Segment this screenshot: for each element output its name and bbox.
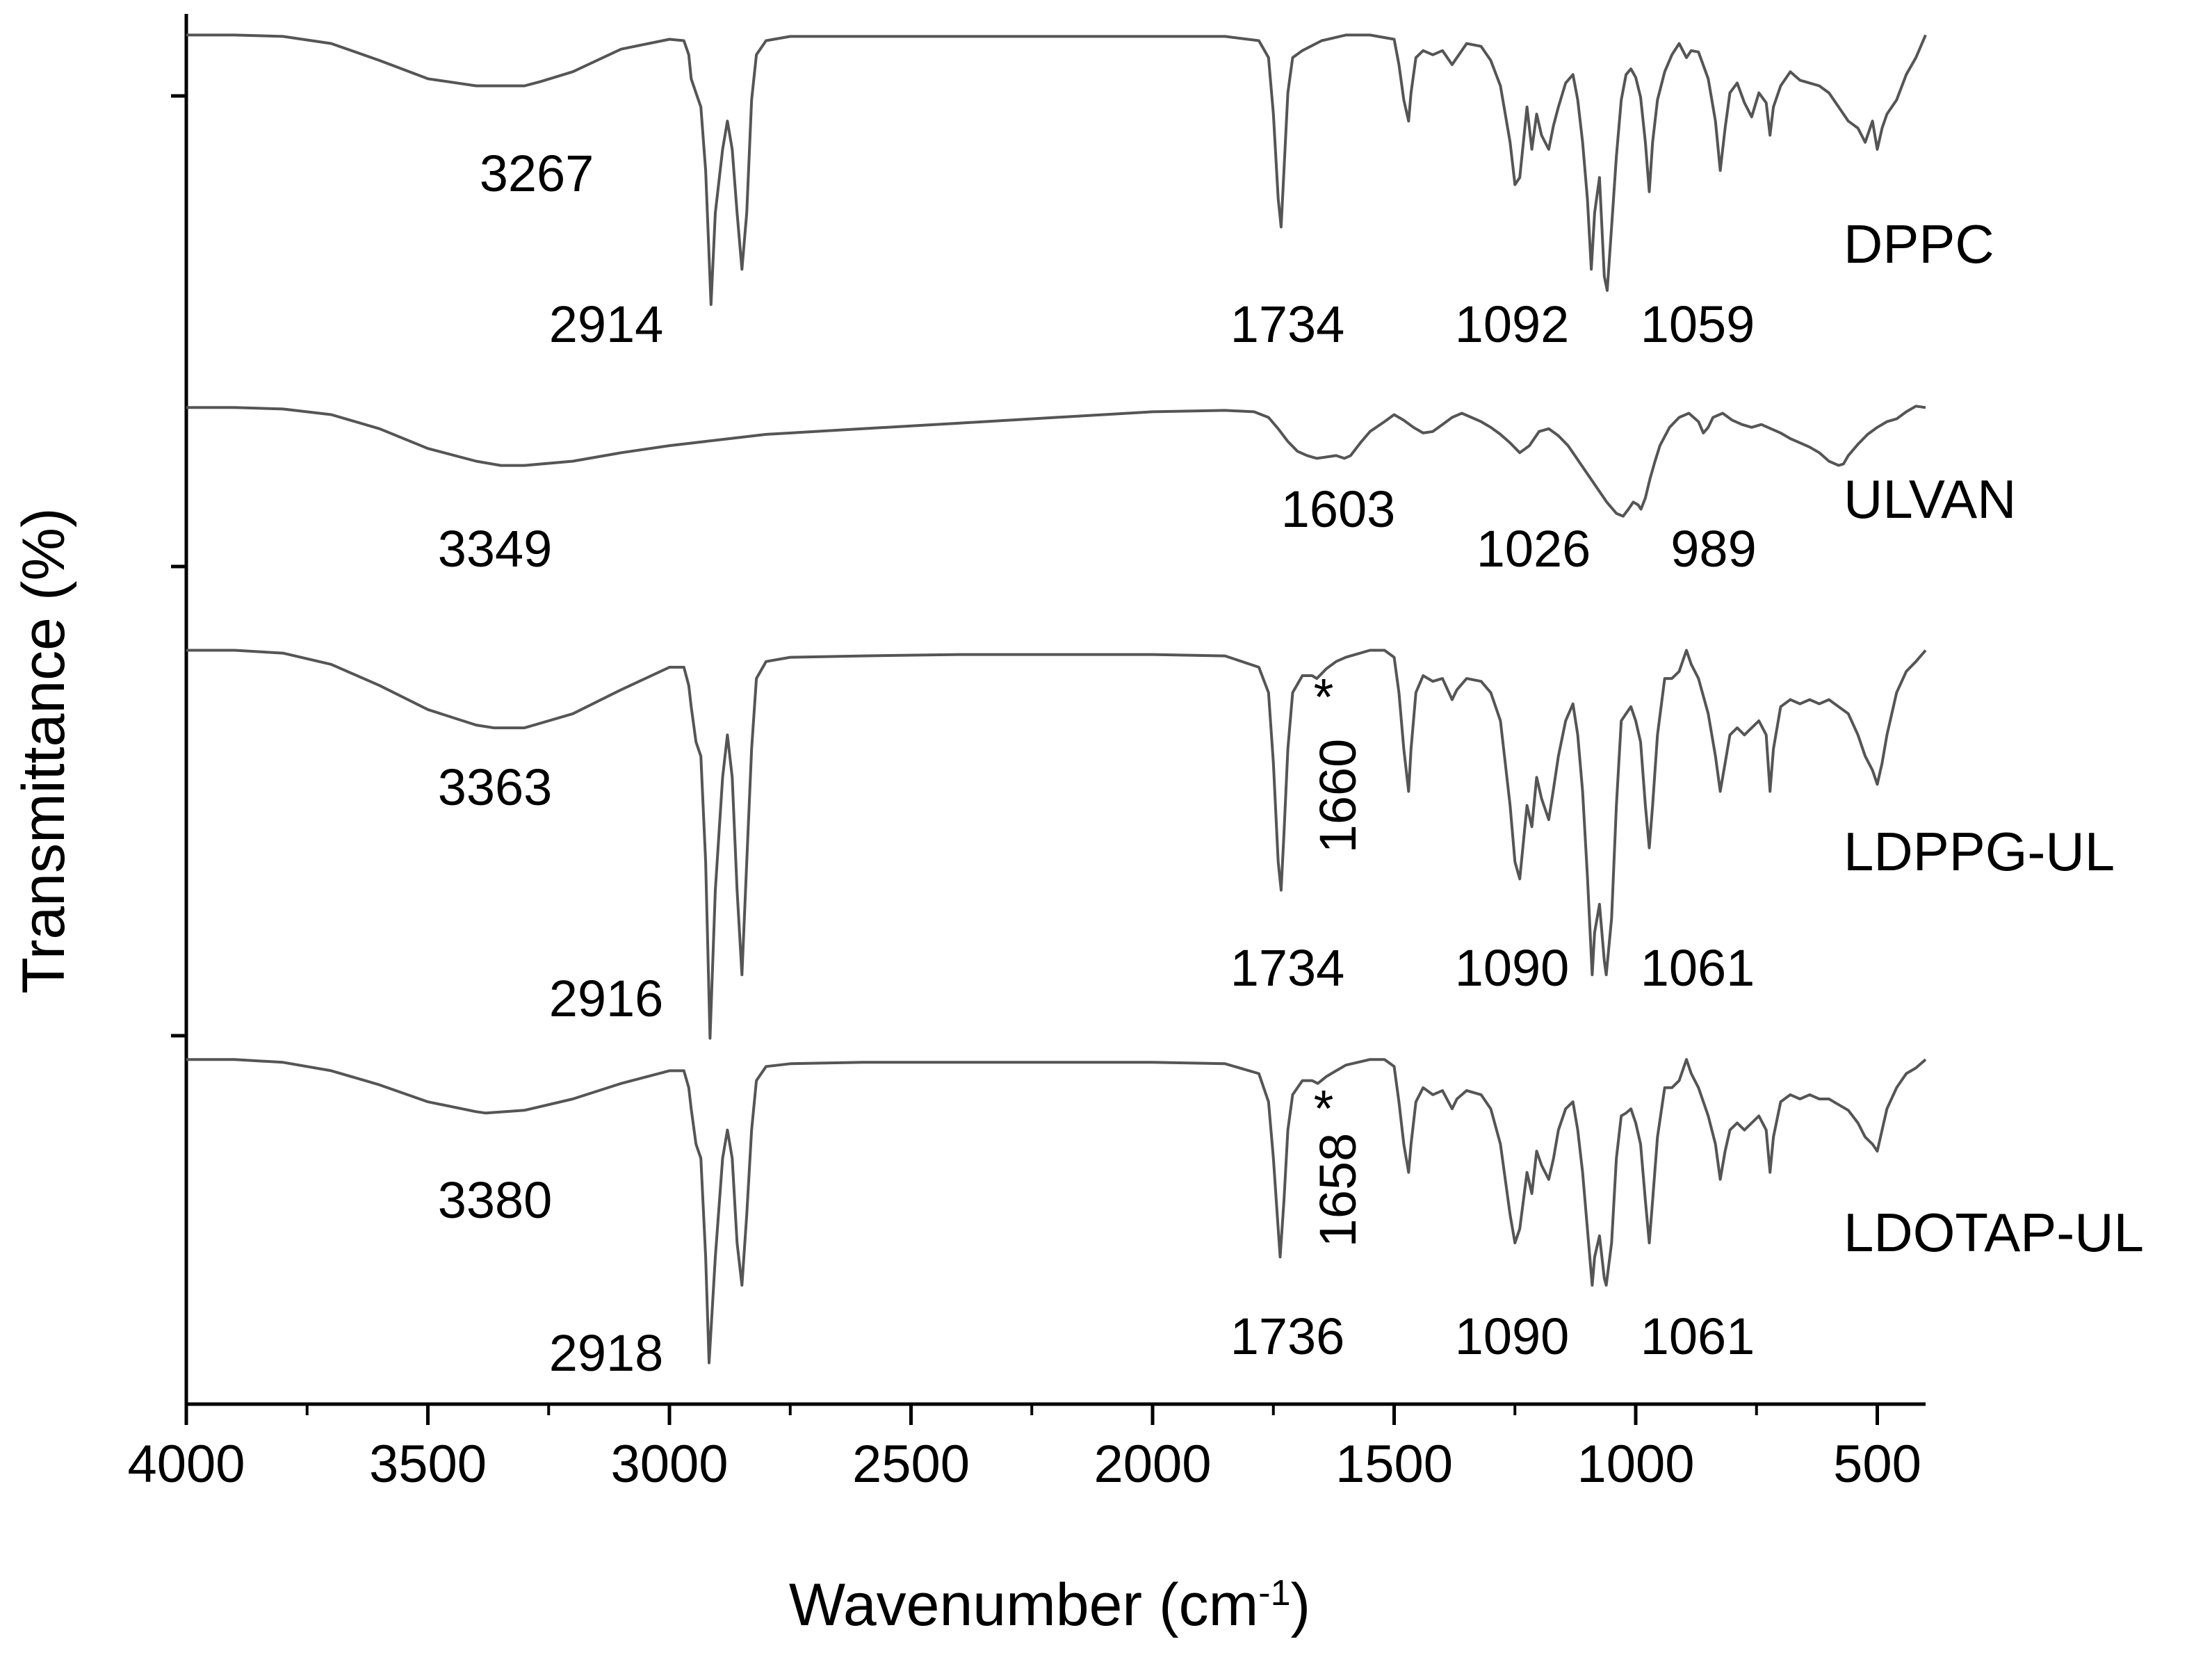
peak-label-dppc-2914: 2914 (549, 295, 664, 353)
asterisk-marker-ldppg-ul: * (1314, 668, 1334, 726)
series-name-ldotap-ul: LDOTAP-UL (1844, 1202, 2144, 1263)
x-tick-label-3500: 3500 (369, 1435, 487, 1494)
x-axis-title-close-paren: ) (1291, 1572, 1311, 1638)
peak-label-dppc-1092: 1092 (1455, 295, 1570, 353)
x-tick-label-500: 500 (1833, 1435, 1921, 1494)
peak-label-ldotap-ul-1736: 1736 (1230, 1307, 1345, 1365)
peak-label-ldotap-ul-2918: 2918 (549, 1324, 664, 1382)
peak-label-ldppg-ul-1734: 1734 (1230, 939, 1345, 997)
peak-label-ldppg-ul-1061: 1061 (1641, 939, 1755, 997)
series-line-ulvan (186, 406, 1926, 516)
peak-label-ulvan-3349: 3349 (438, 520, 553, 578)
peak-label-ulvan-989: 989 (1670, 520, 1756, 578)
peak-label-ldppg-ul-3363: 3363 (438, 758, 553, 816)
series-line-dppc (186, 35, 1926, 304)
x-tick-label-4000: 4000 (127, 1435, 245, 1494)
x-axis-title: Wavenumber (cm-1) (789, 1572, 1310, 1638)
peak-label-ldotap-ul-3380: 3380 (438, 1171, 553, 1229)
peak-label-dppc-1734: 1734 (1230, 295, 1345, 353)
x-tick-label-3000: 3000 (610, 1435, 728, 1494)
x-axis-title-open-paren: ( (1142, 1572, 1179, 1638)
peak-label-ldppg-ul-1090: 1090 (1455, 939, 1570, 997)
series-name-ldppg-ul: LDPPG-UL (1844, 821, 2115, 882)
series-name-dppc: DPPC (1844, 213, 1994, 275)
series-name-ulvan: ULVAN (1844, 469, 2017, 530)
peak-label-dppc-1059: 1059 (1641, 295, 1755, 353)
x-axis-title-unit-exp: -1 (1258, 1573, 1290, 1613)
peak-label-ldotap-ul-1658: 1658 (1309, 1133, 1367, 1248)
x-tick-label-1000: 1000 (1577, 1435, 1694, 1494)
peak-label-ulvan-1603: 1603 (1281, 480, 1396, 538)
x-axis-title-main: Wavenumber (789, 1572, 1142, 1638)
peak-label-ldotap-ul-1061: 1061 (1641, 1307, 1755, 1365)
peak-label-ldppg-ul-2916: 2916 (549, 970, 664, 1027)
x-tick-label-2000: 2000 (1093, 1435, 1211, 1494)
peak-label-dppc-3267: 3267 (480, 145, 594, 202)
x-tick-label-1500: 1500 (1335, 1435, 1453, 1494)
y-axis-title: Transmittance (%) (10, 507, 77, 993)
x-tick-label-2500: 2500 (852, 1435, 970, 1494)
asterisk-marker-ldotap-ul: * (1314, 1080, 1334, 1137)
labels-group: DPPC ULVAN LDPPG-UL LDOTAP-UL 3267 2914 1734 10… (438, 145, 2144, 1382)
series-group (186, 35, 1926, 1362)
peak-label-ldppg-ul-1660: 1660 (1309, 739, 1367, 854)
peak-label-ulvan-1026: 1026 (1477, 520, 1591, 578)
peak-label-ldotap-ul-1090: 1090 (1455, 1307, 1570, 1365)
x-axis-title-unit: cm (1179, 1572, 1259, 1638)
